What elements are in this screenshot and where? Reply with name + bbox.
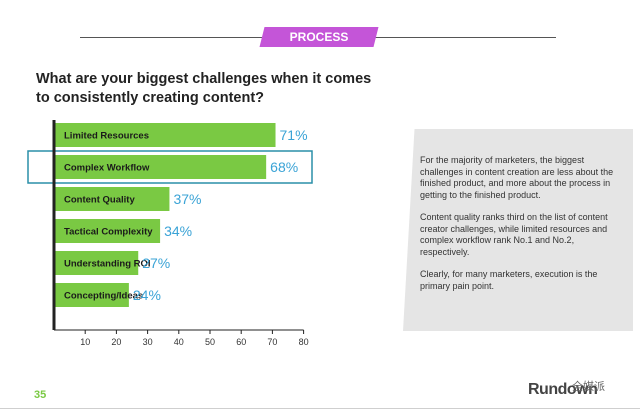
value-label: 24% <box>133 287 161 303</box>
bar-tactical-complexity <box>54 219 161 243</box>
commentary-paragraph-2: Content quality ranks third on the list … <box>420 212 608 257</box>
bottom-divider <box>0 408 640 409</box>
category-label: Understanding ROI <box>64 259 151 270</box>
commentary-text: For the majority of marketers, the bigge… <box>420 155 622 303</box>
bar-concepting-ideas <box>54 283 129 307</box>
category-label: Tactical Complexity <box>64 227 153 238</box>
commentary-paragraph-1: For the majority of marketers, the bigge… <box>420 155 614 200</box>
x-tick-label: 60 <box>236 337 246 347</box>
value-label: 37% <box>173 191 201 207</box>
category-label: Concepting/Ideas <box>64 291 143 302</box>
highlight-box <box>27 150 313 184</box>
bar-content-quality <box>54 187 170 211</box>
commentary-paragraph-3: Clearly, for many marketers, execution i… <box>420 269 598 291</box>
watermark: 全媒派 <box>572 381 605 393</box>
x-tick-label: 40 <box>174 337 184 347</box>
bar-limited-resources <box>54 123 276 147</box>
value-label: 34% <box>164 223 192 239</box>
bars-group: Limited Resources 71% Complex Workflow 68% C… <box>27 123 313 307</box>
commentary-panel <box>403 129 633 331</box>
bar-complex-workflow <box>54 155 267 179</box>
chart-title: What are your biggest challenges when it… <box>36 71 372 106</box>
x-tick-label: 70 <box>267 337 277 347</box>
x-tick-label: 50 <box>205 337 215 347</box>
value-label: 71% <box>280 127 308 143</box>
x-tick-label: 10 <box>80 337 90 347</box>
category-label: Content Quality <box>64 195 135 206</box>
x-tick-label: 30 <box>143 337 153 347</box>
x-tick-label: 20 <box>111 337 121 347</box>
page-number: 35 <box>34 389 47 401</box>
rundown-logo: Rundown <box>528 381 598 398</box>
section-tag: PROCESS <box>289 30 349 44</box>
value-label: 68% <box>270 159 298 175</box>
bar-understanding-roi <box>54 251 139 275</box>
x-tick-label: 80 <box>299 337 309 347</box>
x-axis: 10 20 30 40 50 60 70 80 <box>52 120 309 347</box>
category-label: Complex Workflow <box>64 163 150 174</box>
value-label: 27% <box>142 255 170 271</box>
category-label: Limited Resources <box>64 131 149 142</box>
